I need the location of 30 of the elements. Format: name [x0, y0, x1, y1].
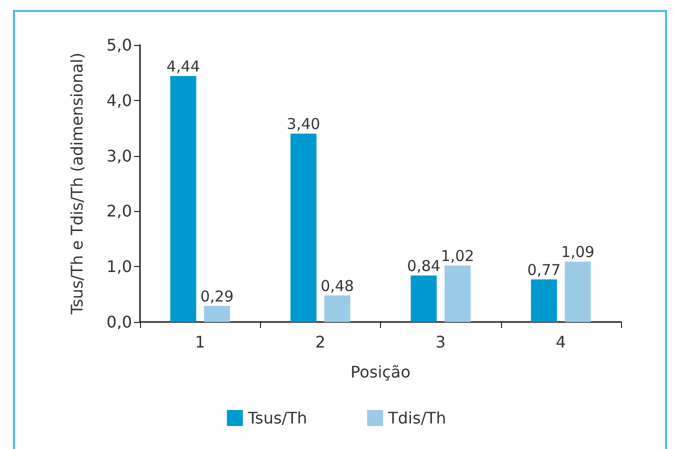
data-label: 0,29	[200, 287, 234, 306]
bar	[410, 275, 437, 322]
data-label: 1,02	[440, 246, 474, 265]
x-axis-title: Posição	[350, 362, 411, 382]
x-tick-label: 1	[195, 332, 206, 352]
x-tick-label: 4	[556, 332, 566, 352]
bar	[290, 134, 316, 322]
y-tick-label: 4,0	[106, 90, 132, 110]
y-tick-label: 0,0	[106, 312, 132, 332]
bar	[444, 265, 471, 322]
y-tick-label: 3,0	[106, 146, 132, 166]
data-label: 0,77	[527, 260, 561, 279]
data-label: 0,48	[320, 276, 354, 295]
y-tick-label: 5,0	[106, 36, 132, 54]
data-label: 3,40	[286, 115, 320, 134]
x-tick-label: 2	[315, 332, 326, 352]
y-tick-label: 2,0	[106, 202, 132, 221]
bar	[530, 279, 557, 322]
x-tick-label: 3	[436, 332, 446, 352]
legend-label: Tdis/Th	[387, 408, 446, 428]
bar	[204, 306, 230, 322]
bar	[564, 262, 591, 322]
data-label: 1,09	[561, 243, 594, 262]
y-axis-title: Tsus/Th e Tdis/Th (adimensional)	[68, 52, 86, 316]
data-label: 4,44	[166, 58, 200, 76]
legend-label: Tsus/Th	[246, 408, 308, 428]
bar	[324, 295, 350, 322]
y-tick-label: 1,0	[106, 257, 132, 276]
data-label: 0,84	[407, 256, 440, 275]
bar	[170, 76, 196, 322]
